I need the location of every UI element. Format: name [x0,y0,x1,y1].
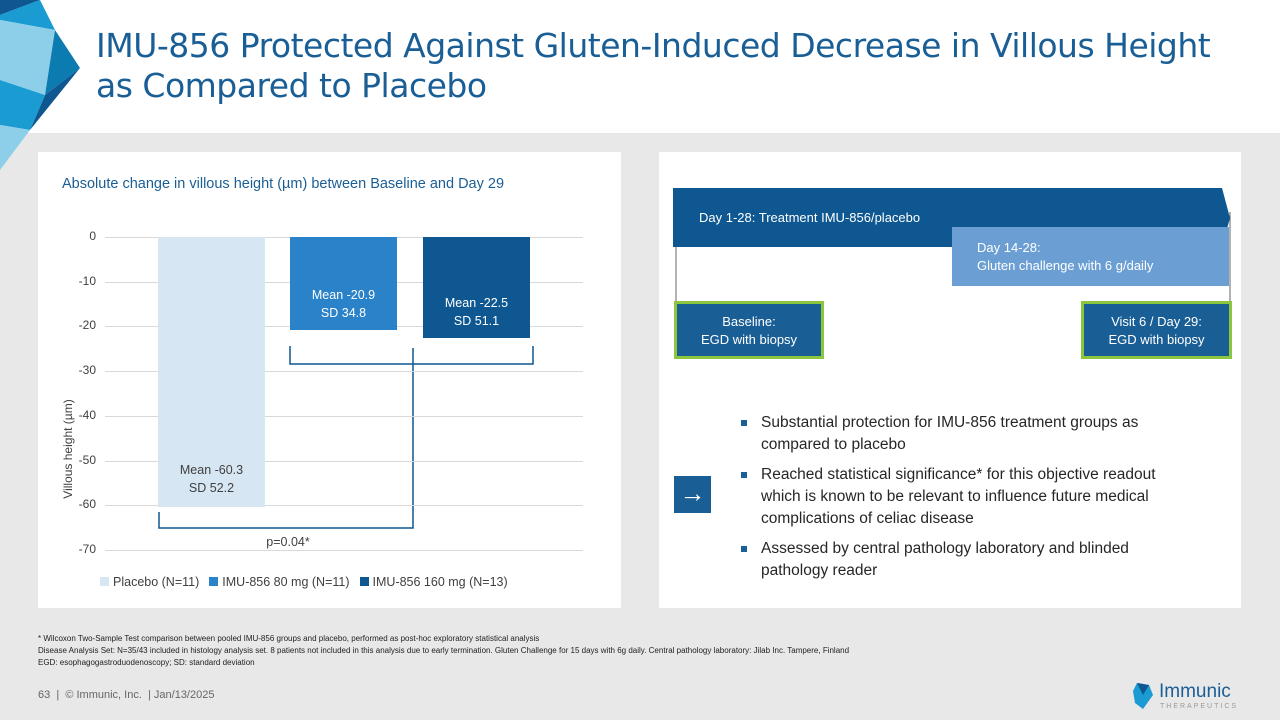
y-tick-label: -40 [78,407,96,422]
footnotes: * Wilcoxon Two-Sample Test comparison be… [38,633,849,669]
bar-data-label: Mean -60.3 SD 52.2 [179,462,244,495]
legend: Placebo (N=11) IMU-856 80 mg (N=11) IMU-… [100,575,508,589]
bar-1 [290,237,397,331]
bullet-item: Assessed by central pathology laboratory… [739,538,1159,582]
legend-item-placebo: Placebo (N=11) [100,575,199,589]
chart-title: Absolute change in villous height (µm) b… [62,176,505,192]
visit-box: Visit 6 / Day 29: EGD with biopsy [1081,301,1232,359]
chart-panel: Absolute change in villous height (µm) b… [38,152,621,608]
treatment-arrow: Day 1-28: Treatment IMU-856/placebo [699,210,921,225]
gluten-challenge-box: Day 14-28: Gluten challenge with 6 g/dail… [952,227,1229,286]
gridline [105,415,583,417]
visit-line1: Visit 6 / Day 29: [1111,314,1202,329]
gridline [105,460,583,462]
legend-item-80mg: IMU-856 80 mg (N=11) [209,575,350,589]
bar-0 [158,237,265,507]
bar-data-label: Mean -20.9 SD 34.8 [311,288,376,321]
baseline-box: Baseline: EGD with biopsy [674,301,824,359]
footer-text: 63 | © Immunic, Inc. | Jan/13/2025 [38,689,215,701]
footnote: EGD: esophagogastroduodenoscopy; SD: sta… [38,658,255,667]
y-tick-label: -20 [78,318,96,333]
company-logo: Immunic THERAPEUTICS [1131,681,1246,711]
baseline-line1: Baseline: [722,314,776,329]
gridline [105,505,583,507]
bar-data-label: Mean -22.5 SD 51.1 [444,295,509,328]
arrow-right-icon: → [674,476,711,513]
baseline-line2: EGD with biopsy [700,332,798,347]
gridline [105,371,583,373]
gluten-line1: Day 14-28: [977,240,1041,255]
legend-item-160mg: IMU-856 160 mg (N=13) [359,575,508,589]
gluten-line2: Gluten challenge with 6 g/daily [977,258,1154,273]
footnote: * Wilcoxon Two-Sample Test comparison be… [38,634,540,643]
bullet-item: Reached statistical significance* for th… [739,464,1159,530]
y-tick-label: 0 [89,229,96,243]
header [0,0,1280,133]
bullet-item: Substantial protection for IMU-856 treat… [739,412,1159,456]
significance-bracket [158,346,534,529]
footnote: Disease Analysis Set: N=35/43 included i… [38,646,850,655]
corner-decoration-icon [0,0,80,170]
p-value-annotation: p=0.04* [266,535,310,549]
y-tick-label: -50 [78,452,96,467]
y-tick-label: -70 [78,542,96,556]
y-tick-label: -60 [78,497,96,512]
y-tick-label: -30 [78,363,96,378]
y-tick-label: -10 [78,273,96,288]
logo-icon [1133,683,1153,709]
bar-2 [423,237,530,338]
gridline [105,550,583,551]
bullet-list: Substantial protection for IMU-856 treat… [739,412,1159,590]
study-design-panel: Day 1-28: Treatment IMU-856/placebo Day … [659,152,1241,608]
page-title: IMU-856 Protected Against Gluten-Induced… [96,26,1211,105]
visit-line2: EGD with biopsy [1108,332,1205,347]
